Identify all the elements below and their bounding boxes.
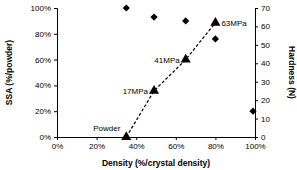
tick: 0% <box>39 133 57 142</box>
tick: 0% <box>52 137 64 151</box>
tick: 70 <box>255 4 270 13</box>
axis-line <box>256 9 259 138</box>
triangle-marker <box>210 17 220 26</box>
tick: 50 <box>255 41 270 50</box>
point-label: 63MPa <box>221 19 247 28</box>
y2-axis-title: Hardness (N) <box>287 46 297 99</box>
tick: 30 <box>255 78 270 87</box>
point-labels: Powder 17MPa 41MPa 63MPa <box>93 19 247 133</box>
tick-label: 30 <box>261 78 270 87</box>
point-label: 41MPa <box>154 56 180 65</box>
tick-mark <box>255 63 258 64</box>
tick-label: 80% <box>208 142 224 151</box>
tick-label: 80% <box>35 30 51 39</box>
tick-label: 50 <box>261 41 270 50</box>
tick-label: 100% <box>31 4 51 13</box>
tick-label: 60 <box>261 22 270 31</box>
tick-mark <box>255 119 258 120</box>
tick-label: 0% <box>39 133 51 142</box>
tick-mark <box>97 137 98 140</box>
tick-mark <box>255 45 258 46</box>
point-label: 17MPa <box>123 87 149 96</box>
tick: 20% <box>35 107 57 116</box>
tick: 80% <box>208 137 224 151</box>
tick-label: 40% <box>129 142 145 151</box>
tick: 20% <box>89 137 105 151</box>
tick-label: 40 <box>261 59 270 68</box>
tick-label: 0 <box>261 133 266 142</box>
tick: 40% <box>35 81 57 90</box>
tick-label: 20 <box>261 96 270 105</box>
tick-label: 0% <box>52 142 64 151</box>
tick-mark <box>136 137 137 140</box>
tick-mark <box>255 8 258 9</box>
tick-mark <box>255 137 258 138</box>
diamond-marker <box>150 13 157 20</box>
tick-mark <box>54 85 57 86</box>
series-line <box>126 23 215 137</box>
tick: 80% <box>35 30 57 39</box>
y-axis-title: SSA (%/powder) <box>4 40 14 105</box>
tick-label: 60% <box>35 56 51 65</box>
tick-label: 100% <box>245 142 265 151</box>
triangle-marker <box>149 85 159 94</box>
axis-line <box>54 9 58 138</box>
tick-mark <box>54 8 57 9</box>
tick-label: 40% <box>35 81 51 90</box>
axis-line <box>58 138 256 141</box>
tick-label: 70 <box>261 4 270 13</box>
y-axis: 0% 20% 40% 60% 80% 100% <box>31 4 58 142</box>
tick: 0 <box>255 133 266 142</box>
tick-mark <box>255 26 258 27</box>
tick-label: 60% <box>168 142 184 151</box>
tick: 60% <box>35 56 57 65</box>
tick: 100% <box>31 4 57 13</box>
tick: 40% <box>129 137 145 151</box>
diamond-marker <box>123 4 130 11</box>
tick-mark <box>54 111 57 112</box>
diamond-marker <box>249 108 256 115</box>
x-axis-title: Density (%/crystal density) <box>102 158 210 168</box>
diamond-marker <box>212 35 219 42</box>
tick: 10 <box>255 115 270 124</box>
tick-mark <box>255 100 258 101</box>
tick-mark <box>54 34 57 35</box>
tick-mark <box>255 82 258 83</box>
tick: 60 <box>255 22 270 31</box>
diamond-marker <box>182 17 189 24</box>
tick-label: 20% <box>89 142 105 151</box>
plot-area <box>121 4 256 140</box>
triangle-marker <box>121 131 131 140</box>
tick-label: 20% <box>35 107 51 116</box>
triangle-marker <box>181 54 191 63</box>
tick-mark <box>176 137 177 140</box>
y2-axis: 0 10 20 30 40 50 60 70 <box>255 4 270 142</box>
tick: 60% <box>168 137 184 151</box>
tick: 40 <box>255 59 270 68</box>
x-axis: 0% 20% 40% 60% 80% 100% <box>52 137 266 151</box>
tick-mark <box>215 137 216 140</box>
tick-mark <box>54 60 57 61</box>
tick-label: 10 <box>261 115 270 124</box>
point-label: Powder <box>93 124 120 133</box>
tick-mark <box>54 137 57 138</box>
tick: 20 <box>255 96 270 105</box>
chart: 0%20%40%60%80%100%0%20%40%60%80%100%0102… <box>0 0 297 170</box>
